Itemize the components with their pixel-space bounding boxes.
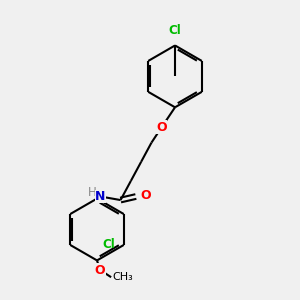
Text: O: O [156,121,166,134]
Text: Cl: Cl [169,24,182,37]
Text: Cl: Cl [103,238,116,251]
Text: N: N [95,190,106,203]
Text: O: O [94,264,105,277]
Text: CH₃: CH₃ [112,272,134,282]
Text: H: H [88,187,97,200]
Text: O: O [140,189,151,203]
